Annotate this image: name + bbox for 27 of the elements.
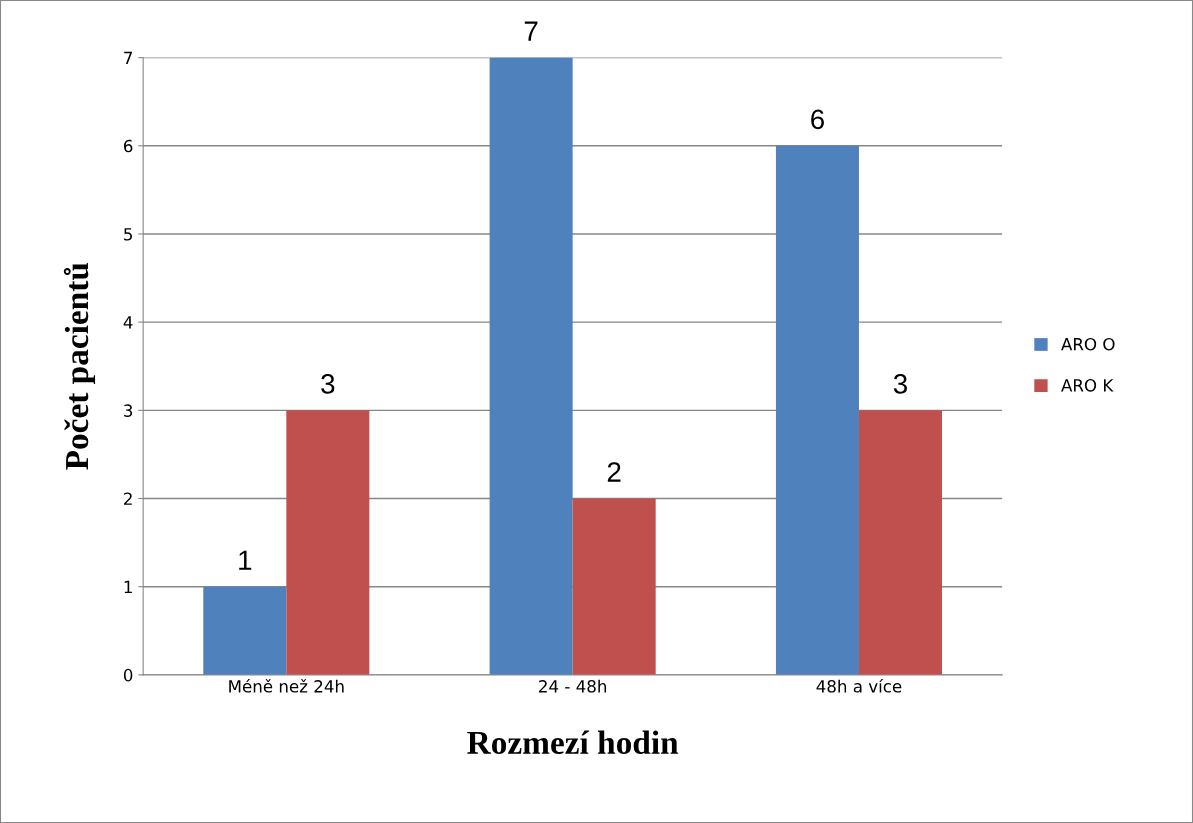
y-tick-label: 2 bbox=[124, 492, 132, 505]
x-tick-label: Méně než 24h bbox=[229, 679, 344, 693]
y-tick-label: 3 bbox=[124, 404, 133, 417]
legend-label: ARO O bbox=[1061, 337, 1115, 351]
x-tick-label: 24 - 48h bbox=[539, 679, 607, 693]
data-label: 3 bbox=[321, 374, 335, 394]
bar bbox=[775, 145, 859, 675]
data-label: 1 bbox=[239, 550, 252, 570]
data-label: 2 bbox=[607, 462, 621, 482]
data-label: 3 bbox=[893, 374, 907, 394]
x-axis-title: Rozmezí hodin bbox=[467, 730, 679, 755]
y-tick-label: 5 bbox=[124, 228, 132, 241]
bar bbox=[572, 498, 656, 675]
y-tick-label: 6 bbox=[124, 139, 133, 153]
y-axis-title: Počet pacientů bbox=[63, 262, 96, 470]
x-tick-label: 48h a více bbox=[816, 679, 902, 693]
data-label: 7 bbox=[524, 21, 538, 41]
y-tick-label: 1 bbox=[124, 580, 132, 594]
y-tick-label: 4 bbox=[123, 316, 133, 329]
y-tick-label: 0 bbox=[123, 668, 133, 682]
bar bbox=[286, 410, 370, 675]
y-tick-label: 7 bbox=[124, 51, 133, 64]
bar bbox=[858, 410, 942, 675]
bar bbox=[203, 586, 287, 675]
data-label: 6 bbox=[811, 109, 824, 130]
legend-label: ARO K bbox=[1061, 379, 1114, 392]
bar bbox=[489, 57, 573, 675]
